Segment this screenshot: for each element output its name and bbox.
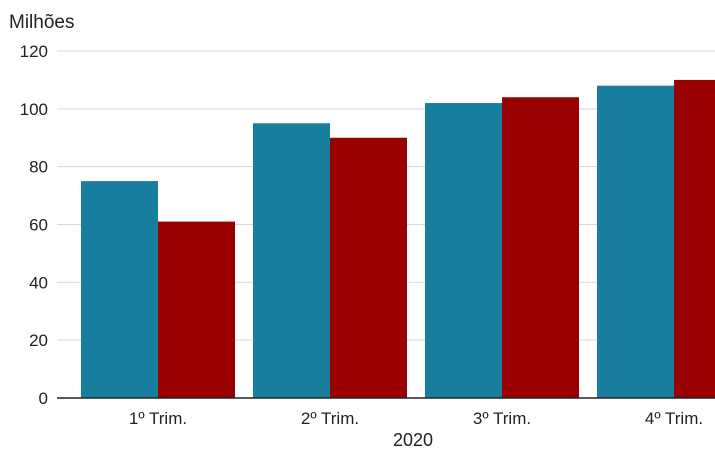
bar (158, 221, 235, 398)
y-tick-label: 60 (29, 216, 48, 235)
y-tick-label: 40 (29, 273, 48, 292)
bars (81, 79, 715, 399)
y-tick-label: 20 (29, 331, 48, 350)
x-tick-label: 3º Trim. (473, 409, 531, 428)
bar (330, 137, 407, 398)
x-tick-label: 4º Trim. (645, 409, 703, 428)
bar (502, 97, 579, 399)
bar (81, 181, 158, 398)
axis-labels: 0 20 40 60 80 100 120 1º Trim. 2º Trim. 3º Trim. 4… (20, 42, 703, 428)
y-tick-label: 100 (20, 100, 48, 119)
y-unit-label: Milhões (9, 12, 74, 33)
y-tick-label: 80 (29, 158, 48, 177)
bar (597, 85, 674, 398)
x-tick-label: 2º Trim. (301, 409, 359, 428)
bar (425, 103, 502, 399)
x-axis-group-label: 2020 (393, 430, 433, 450)
y-tick-label: 120 (20, 42, 48, 61)
y-tick-label: 0 (39, 389, 48, 408)
bar (674, 79, 715, 399)
x-tick-label: 1º Trim. (129, 409, 187, 428)
bar (253, 123, 330, 399)
